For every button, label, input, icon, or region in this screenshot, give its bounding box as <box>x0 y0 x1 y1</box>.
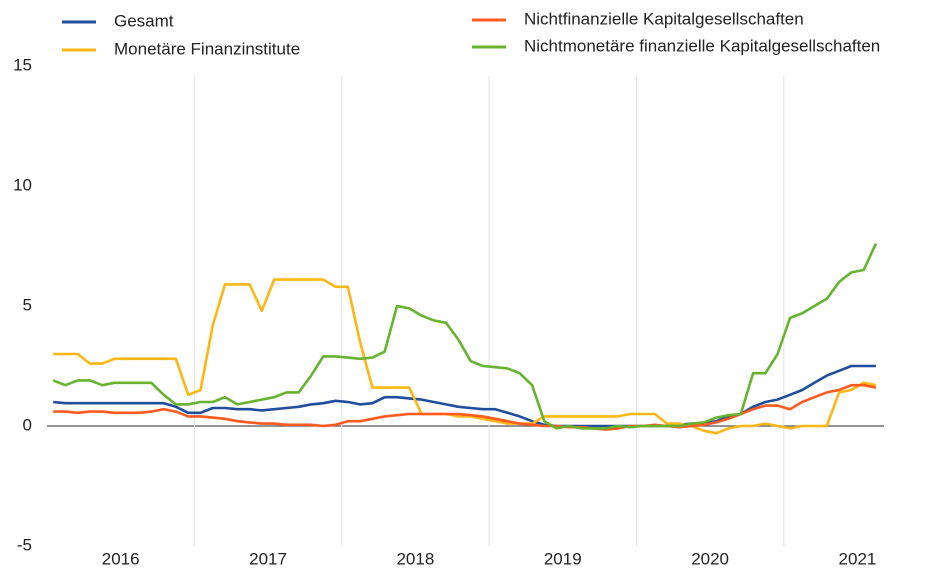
series-line <box>53 278 877 435</box>
legend-label: Nichtfinanzielle Kapitalgesellschaften <box>524 9 804 28</box>
y-tick-label: -5 <box>17 535 32 554</box>
y-tick-label: 0 <box>23 415 32 434</box>
legend-label: Nichtmonetäre finanzielle Kapitalgesells… <box>524 36 880 55</box>
x-tick-label: 2019 <box>544 549 582 568</box>
x-tick-label: 2016 <box>102 549 140 568</box>
legend-label: Monetäre Finanzinstitute <box>114 39 300 58</box>
x-tick-label: 2018 <box>396 549 434 568</box>
x-tick-label: 2020 <box>691 549 729 568</box>
y-tick-label: 15 <box>13 55 32 74</box>
x-tick-label: 2021 <box>839 549 877 568</box>
series-line <box>52 243 878 430</box>
legend-label: Gesamt <box>114 11 174 30</box>
y-tick-label: 5 <box>23 295 32 314</box>
x-tick-label: 2017 <box>249 549 287 568</box>
y-tick-label: 10 <box>13 175 32 194</box>
